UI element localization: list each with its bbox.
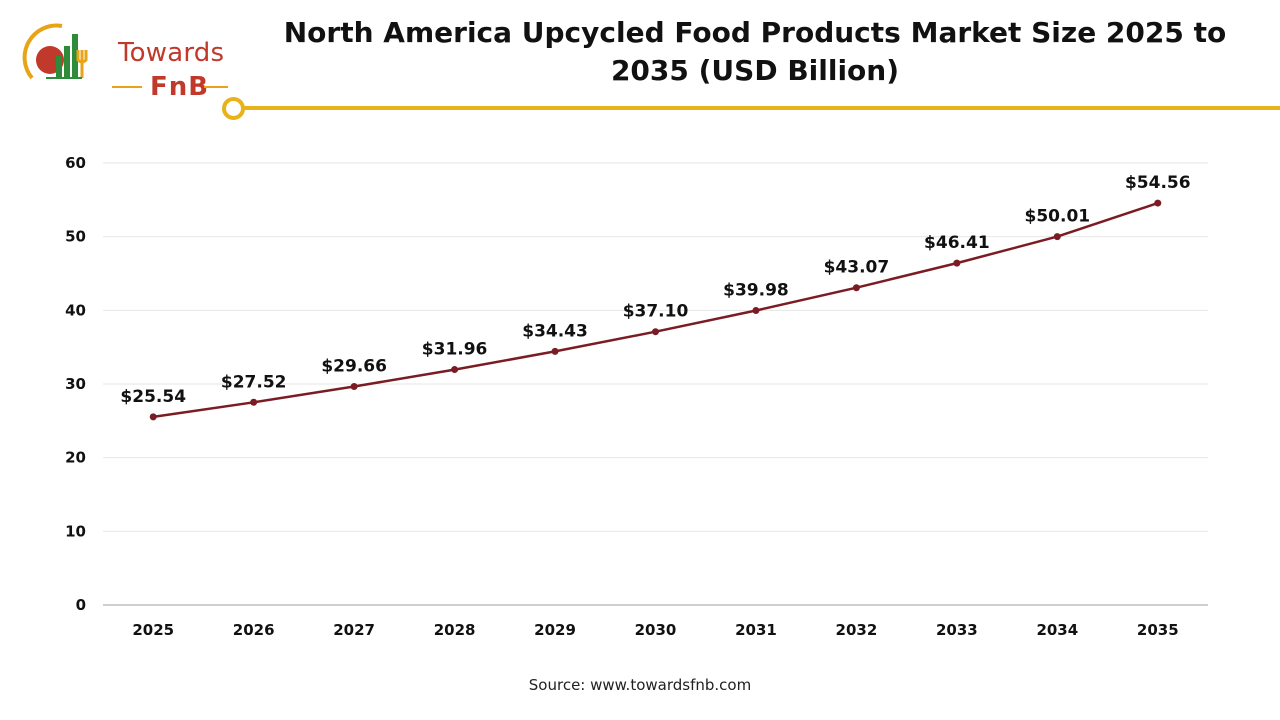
data-label: $43.07 <box>824 258 890 278</box>
x-tick-label: 2029 <box>534 621 576 639</box>
x-tick-label: 2035 <box>1137 621 1179 639</box>
data-label: $37.10 <box>623 302 689 322</box>
y-tick-label: 10 <box>65 522 86 540</box>
y-tick-label: 30 <box>65 375 86 393</box>
data-label: $39.98 <box>723 280 789 300</box>
data-point <box>652 328 659 336</box>
data-label: $54.56 <box>1125 173 1191 193</box>
chart-title: North America Upcycled Food Products Mar… <box>283 16 1227 87</box>
y-tick-label: 50 <box>65 228 86 246</box>
title-underline-dot <box>222 97 245 120</box>
data-point <box>852 284 860 292</box>
data-label: $27.52 <box>221 372 287 392</box>
x-tick-label: 2032 <box>836 621 878 639</box>
data-point <box>1154 199 1162 207</box>
data-point <box>250 398 258 406</box>
y-tick-label: 60 <box>65 154 86 172</box>
y-tick-label: 0 <box>76 596 86 614</box>
data-point <box>752 306 760 314</box>
brand-logo: Towards FnB <box>22 16 228 102</box>
y-tick-label: 40 <box>65 301 86 319</box>
data-label: $25.54 <box>120 387 186 407</box>
x-tick-label: 2028 <box>434 621 476 639</box>
title-underline <box>232 106 1280 110</box>
brand-rule-right <box>204 86 228 88</box>
x-tick-label: 2026 <box>233 621 275 639</box>
x-tick-label: 2031 <box>735 621 777 639</box>
data-point <box>551 347 559 355</box>
x-tick-label: 2033 <box>936 621 978 639</box>
data-label: $29.66 <box>321 357 387 377</box>
data-point <box>149 413 157 421</box>
data-label: $46.41 <box>924 233 990 253</box>
x-tick-label: 2025 <box>132 621 174 639</box>
data-point <box>350 383 358 391</box>
source-note: Source: www.towardsfnb.com <box>528 676 752 694</box>
data-point <box>953 259 961 267</box>
brand-rule-left <box>112 86 142 88</box>
x-tick-label: 2034 <box>1036 621 1078 639</box>
brand-name-line1: Towards <box>118 38 225 68</box>
y-tick-label: 20 <box>65 449 86 467</box>
data-label: $31.96 <box>422 340 488 360</box>
logo-mark-icon <box>22 23 88 80</box>
brand-name-line2: FnB <box>150 72 210 102</box>
data-point <box>1053 233 1061 241</box>
data-label: $50.01 <box>1025 207 1091 227</box>
x-tick-label: 2030 <box>635 621 677 639</box>
data-point <box>451 366 459 374</box>
data-label: $34.43 <box>522 321 588 341</box>
x-tick-label: 2027 <box>333 621 375 639</box>
